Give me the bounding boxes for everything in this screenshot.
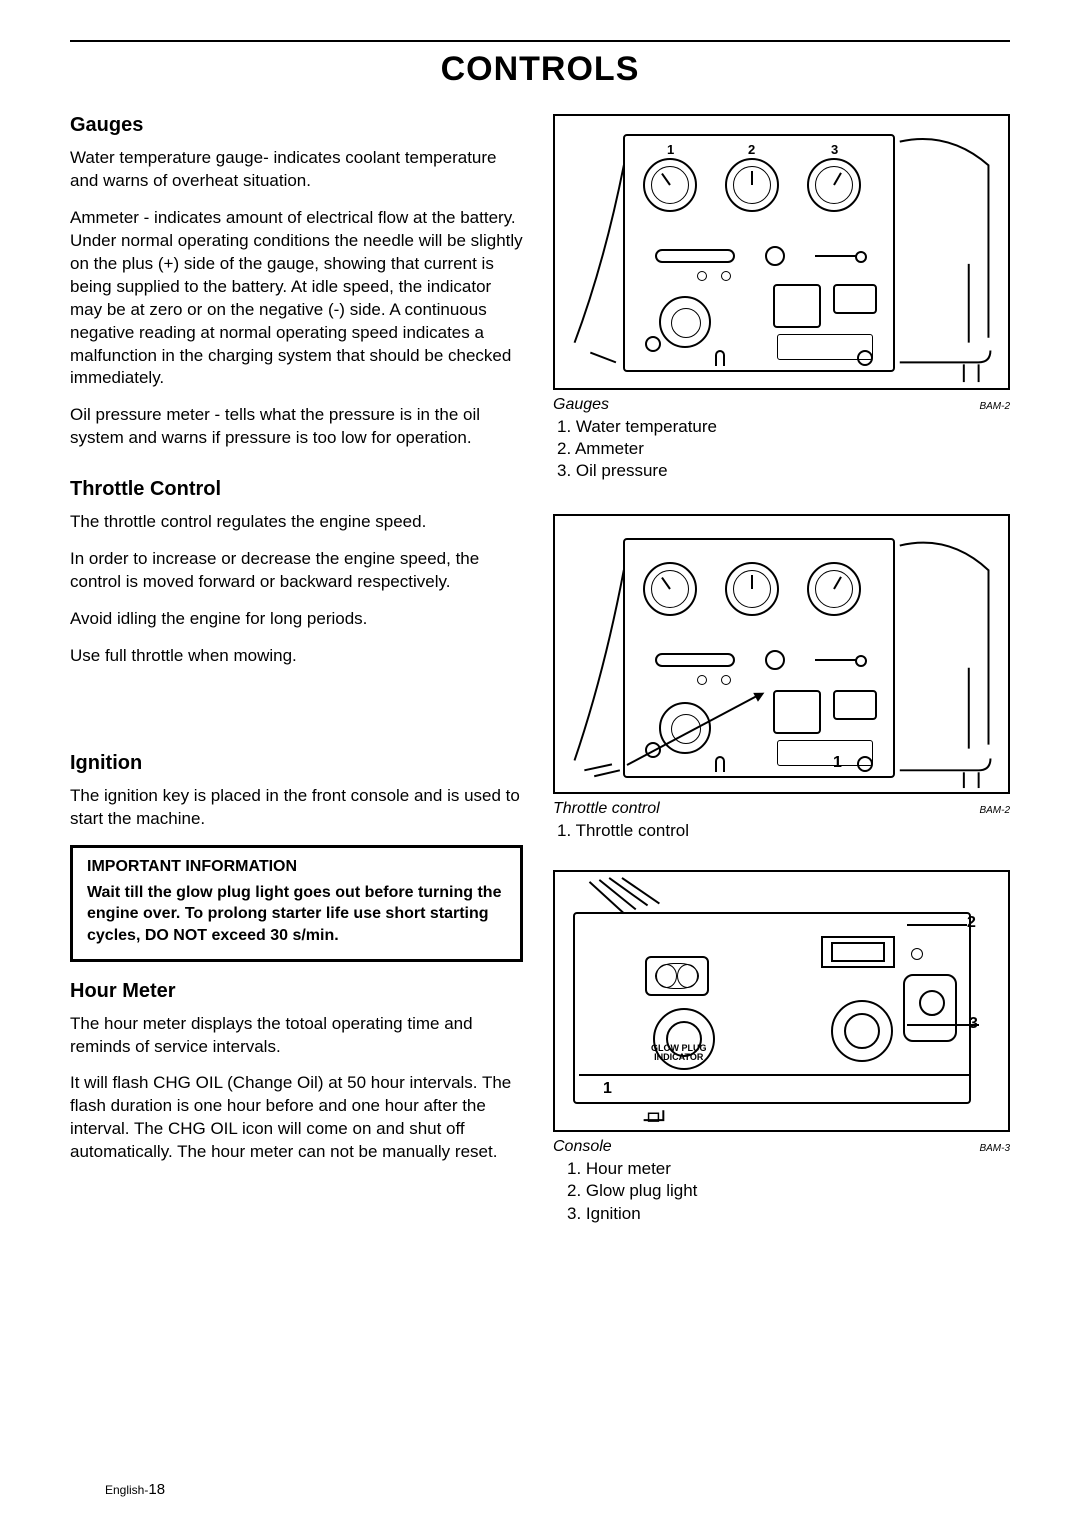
important-title: IMPORTANT INFORMATION <box>87 858 506 876</box>
small-cap <box>911 948 923 960</box>
gauges-ref: BAM-2 <box>979 401 1010 412</box>
key-hole-right <box>857 350 873 366</box>
gauge-panel <box>623 134 895 372</box>
throttle-caption: Throttle control <box>553 800 660 818</box>
figure-console: GLOW PLUG INDICATOR 1 2 3 <box>553 870 1010 1132</box>
line-2h <box>907 924 967 926</box>
hourmeter-para1: The hour meter displays the totoal opera… <box>70 1013 523 1059</box>
throttle-para1: The throttle control regulates the engin… <box>70 511 523 534</box>
ignition-socket <box>831 1000 893 1062</box>
gauges-label-3: 3 <box>831 142 838 157</box>
ignition-para1: The ignition key is placed in the front … <box>70 785 523 831</box>
t-switch-row <box>655 648 863 672</box>
icon-box <box>833 284 877 314</box>
arc-bottom <box>715 350 725 366</box>
heading-hourmeter: Hour Meter <box>70 980 523 1003</box>
gauges-para2: Ammeter - indicates amount of electrical… <box>70 207 523 391</box>
t-mid-circles <box>697 675 731 685</box>
t-knob-left <box>659 702 711 754</box>
page-num-value: 18 <box>148 1481 165 1498</box>
top-divider <box>70 40 1010 42</box>
throttle-caption-row: Throttle control BAM-2 <box>553 800 1010 818</box>
t-gauge-3 <box>807 562 861 616</box>
page-num-prefix: English- <box>105 1483 148 1497</box>
throttle-para2: In order to increase or decrease the eng… <box>70 548 523 594</box>
gauge-oil-pressure <box>807 158 861 212</box>
gauges-caption: Gauges <box>553 396 609 414</box>
console-frame: GLOW PLUG INDICATOR <box>573 912 971 1104</box>
gauges-para1: Water temperature gauge- indicates coola… <box>70 147 523 193</box>
gauges-label-1: 1 <box>667 142 674 157</box>
console-ref: BAM-3 <box>979 1143 1010 1154</box>
heading-gauges: Gauges <box>70 114 523 137</box>
pto-box <box>773 284 821 328</box>
knob-left <box>659 296 711 348</box>
gauges-label-2: 2 <box>748 142 755 157</box>
switch-row <box>655 244 863 268</box>
heading-ignition: Ignition <box>70 752 523 775</box>
right-column: 1 2 3 Gauges BAM-2 1. Water temperature … <box>553 114 1010 1225</box>
throttle-ref: BAM-2 <box>979 805 1010 816</box>
throttle-para3: Avoid idling the engine for long periods… <box>70 608 523 631</box>
throttle-panel <box>623 538 895 778</box>
page-number: English-18 <box>105 1481 165 1498</box>
important-box: IMPORTANT INFORMATION Wait till the glow… <box>70 845 523 962</box>
gauges-caption-row: Gauges BAM-2 <box>553 396 1010 414</box>
line-1 <box>579 1074 969 1076</box>
t-key-right <box>857 756 873 772</box>
t-gauge-2 <box>725 562 779 616</box>
console-label-2: 2 <box>967 914 976 932</box>
hour-meter-icon <box>645 956 709 996</box>
gauge-water-temp <box>643 158 697 212</box>
throttle-list: 1. Throttle control <box>553 820 1010 842</box>
console-item-1: 1. Hour meter <box>567 1158 1010 1180</box>
gauges-para3: Oil pressure meter - tells what the pres… <box>70 404 523 450</box>
key-hole-left <box>645 336 661 352</box>
t-arc-bottom <box>715 756 725 772</box>
mid-circles <box>697 271 731 281</box>
console-caption: Console <box>553 1138 612 1156</box>
throttle-item-1: 1. Throttle control <box>557 820 1010 842</box>
glow-plug-box <box>821 936 895 968</box>
figure-gauges: 1 2 3 <box>553 114 1010 390</box>
throttle-para4: Use full throttle when mowing. <box>70 645 523 668</box>
gauge-ammeter <box>725 158 779 212</box>
content-columns: Gauges Water temperature gauge- indicate… <box>70 114 1010 1225</box>
start-knob <box>903 974 957 1042</box>
gauges-item-1: 1. Water temperature <box>557 416 1010 438</box>
important-body: Wait till the glow plug light goes out b… <box>87 882 506 947</box>
heading-throttle: Throttle Control <box>70 478 523 501</box>
console-item-2: 2. Glow plug light <box>567 1180 1010 1202</box>
console-label-1: 1 <box>603 1080 612 1098</box>
hourmeter-para2: It will flash CHG OIL (Change Oil) at 50… <box>70 1072 523 1164</box>
figure-throttle: 1 <box>553 514 1010 794</box>
gauges-item-2: 2. Ammeter <box>557 438 1010 460</box>
page-title: CONTROLS <box>70 50 1010 89</box>
t-pto-box <box>773 690 821 734</box>
console-item-3: 3. Ignition <box>567 1203 1010 1225</box>
glow-plug-label: GLOW PLUG INDICATOR <box>651 1044 707 1062</box>
gauges-item-3: 3. Oil pressure <box>557 460 1010 482</box>
console-label-3: 3 <box>969 1015 978 1033</box>
console-list: 1. Hour meter 2. Glow plug light 3. Igni… <box>553 1158 1010 1224</box>
left-column: Gauges Water temperature gauge- indicate… <box>70 114 523 1225</box>
t-gauge-1 <box>643 562 697 616</box>
t-icon-box <box>833 690 877 720</box>
throttle-label-1: 1 <box>833 754 842 772</box>
console-caption-row: Console BAM-3 <box>553 1138 1010 1156</box>
gauges-list: 1. Water temperature 2. Ammeter 3. Oil p… <box>553 416 1010 482</box>
